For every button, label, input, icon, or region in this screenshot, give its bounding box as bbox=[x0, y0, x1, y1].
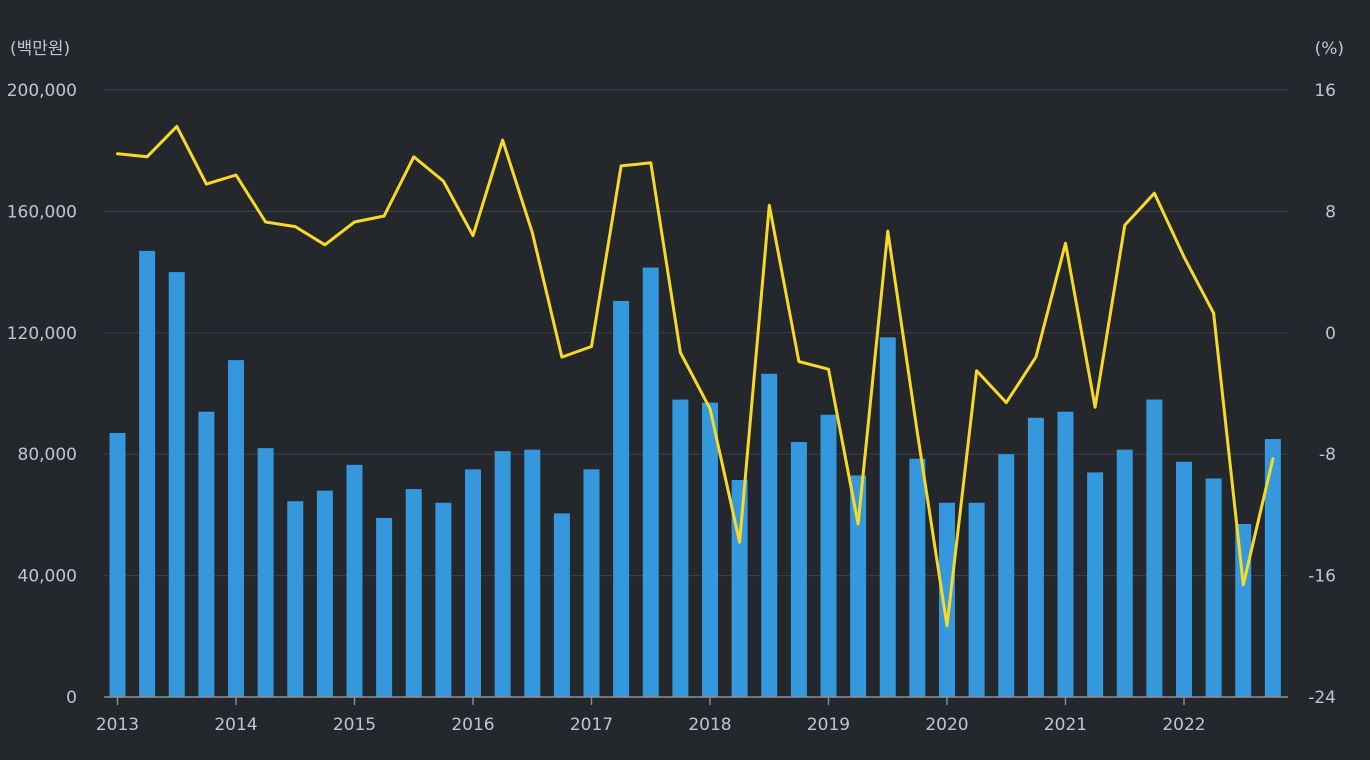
bar-series bbox=[109, 250, 1281, 698]
x-tick-label: 2020 bbox=[925, 715, 968, 735]
right-unit-label: (%) bbox=[1315, 39, 1344, 59]
bar bbox=[405, 489, 422, 697]
right-tick-label: -24 bbox=[1308, 688, 1336, 708]
left-tick-label: 0 bbox=[66, 688, 77, 708]
bar bbox=[1087, 472, 1104, 697]
bar bbox=[1027, 417, 1044, 697]
left-tick-label: 40,000 bbox=[18, 567, 77, 587]
growth-rate-line bbox=[116, 124, 1275, 628]
bar bbox=[731, 479, 748, 697]
bar bbox=[287, 501, 304, 697]
x-tick-label: 2014 bbox=[214, 715, 257, 735]
bar bbox=[1176, 461, 1192, 697]
bar bbox=[553, 513, 570, 697]
bar bbox=[139, 250, 156, 698]
bar bbox=[613, 300, 630, 697]
right-axis-tick-labels: -24 -16 -8 0 8 16 bbox=[1308, 81, 1336, 708]
x-tick-label: 2021 bbox=[1044, 715, 1087, 735]
bar bbox=[998, 454, 1015, 697]
bar bbox=[939, 502, 955, 697]
bar bbox=[909, 458, 926, 697]
left-tick-label: 160,000 bbox=[7, 202, 77, 222]
left-tick-label: 200,000 bbox=[7, 81, 77, 101]
bar bbox=[642, 267, 659, 697]
bar bbox=[850, 475, 867, 697]
bar bbox=[702, 402, 718, 697]
bar bbox=[257, 448, 274, 697]
grid-lines bbox=[104, 89, 1288, 577]
bar bbox=[494, 451, 511, 697]
x-tick-label: 2015 bbox=[333, 715, 376, 735]
bar bbox=[524, 449, 541, 697]
bar bbox=[109, 432, 126, 697]
bar bbox=[672, 399, 689, 697]
bar bbox=[435, 502, 452, 697]
bar bbox=[790, 442, 807, 697]
x-tick-label: 2013 bbox=[96, 715, 139, 735]
x-tick-label: 2022 bbox=[1162, 715, 1205, 735]
line-series bbox=[116, 124, 1275, 628]
bar bbox=[1205, 478, 1222, 697]
right-tick-label: 8 bbox=[1325, 202, 1336, 222]
right-tick-label: -16 bbox=[1308, 567, 1336, 587]
bar bbox=[1146, 399, 1163, 697]
bar bbox=[1264, 439, 1281, 697]
x-tick-label: 2018 bbox=[688, 715, 731, 735]
bar bbox=[228, 360, 244, 697]
x-axis-ticks: 2013 2014 2015 2016 2017 2018 2019 2020 2021 2022 bbox=[96, 697, 1206, 735]
bar bbox=[583, 469, 600, 697]
bar bbox=[879, 337, 896, 697]
bar bbox=[316, 490, 333, 697]
left-tick-label: 120,000 bbox=[7, 324, 77, 344]
bar bbox=[168, 272, 185, 697]
bar bbox=[346, 464, 363, 697]
bar bbox=[465, 469, 481, 697]
left-unit-label: (백만원) bbox=[10, 39, 70, 59]
left-tick-label: 80,000 bbox=[18, 445, 77, 465]
right-tick-label: 16 bbox=[1314, 81, 1336, 101]
bar bbox=[1116, 449, 1133, 697]
left-axis-tick-labels: 0 40,000 80,000 120,000 160,000 200,000 bbox=[7, 81, 77, 708]
right-tick-label: -8 bbox=[1319, 445, 1336, 465]
bar bbox=[761, 373, 778, 697]
x-tick-label: 2019 bbox=[807, 715, 850, 735]
bar bbox=[820, 414, 837, 697]
bar bbox=[1235, 524, 1252, 697]
x-tick-label: 2017 bbox=[570, 715, 613, 735]
bar bbox=[198, 411, 215, 697]
bar bbox=[376, 517, 393, 697]
bar bbox=[1057, 411, 1074, 697]
x-tick-label: 2016 bbox=[451, 715, 494, 735]
right-tick-label: 0 bbox=[1325, 324, 1336, 344]
bar bbox=[968, 502, 985, 697]
